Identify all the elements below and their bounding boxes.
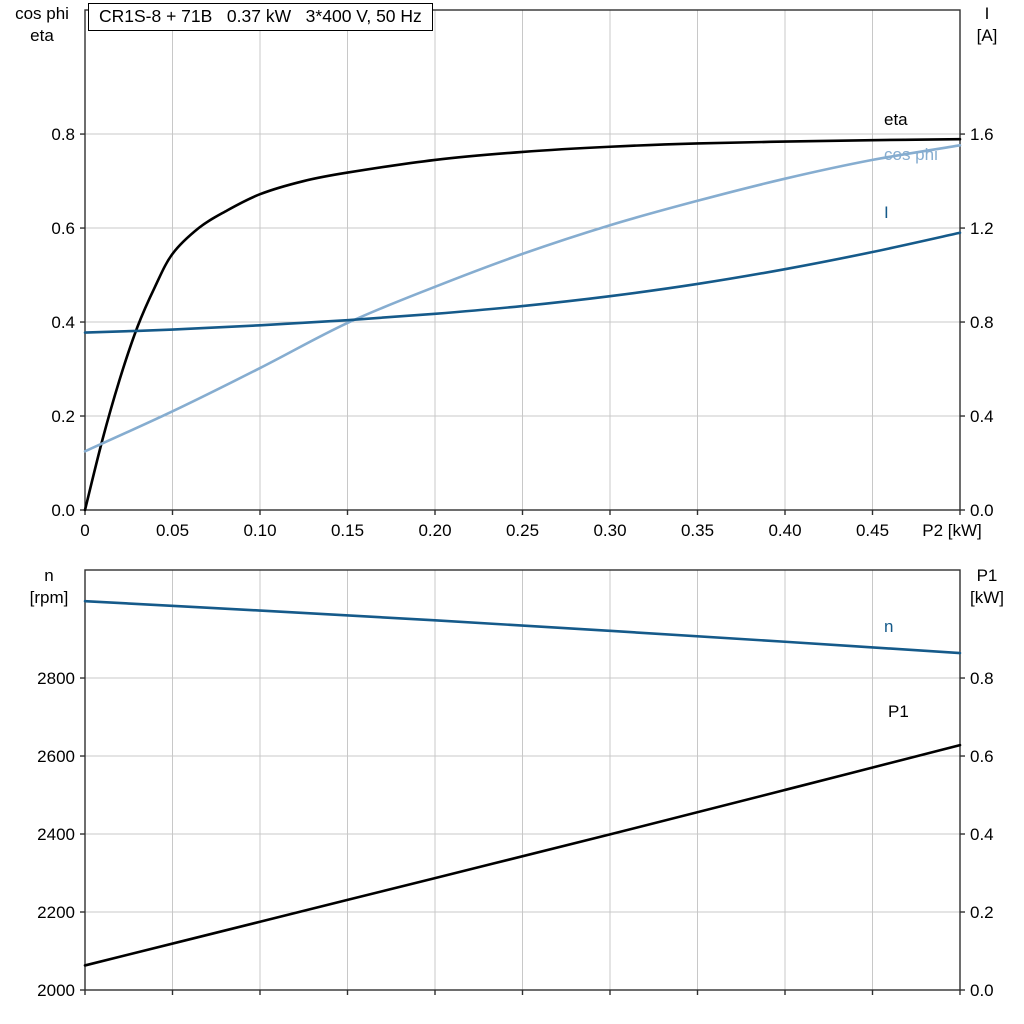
svg-text:0.35: 0.35 — [681, 521, 714, 540]
svg-text:0.0: 0.0 — [51, 501, 75, 520]
chart-title-box: CR1S-8 + 71B 0.37 kW 3*400 V, 50 Hz — [88, 3, 433, 31]
axis-title-speed-unit: [rpm] — [29, 588, 69, 607]
svg-text:0.20: 0.20 — [418, 521, 451, 540]
svg-text:2000: 2000 — [37, 981, 75, 1000]
svg-text:2800: 2800 — [37, 669, 75, 688]
svg-text:0.4: 0.4 — [51, 313, 75, 332]
svg-text:0.8: 0.8 — [51, 125, 75, 144]
top-right-axis-title: I [A] — [956, 3, 1018, 47]
axis-title-p1-unit: [kW] — [970, 588, 1004, 607]
svg-text:0.40: 0.40 — [768, 521, 801, 540]
svg-text:P2 [kW]: P2 [kW] — [922, 521, 982, 540]
axis-title-current-unit: [A] — [976, 26, 998, 45]
top-left-axis-title: cos phi eta — [2, 3, 82, 47]
bottom-right-axis-title: P1 [kW] — [954, 565, 1020, 609]
svg-text:0.30: 0.30 — [593, 521, 626, 540]
svg-text:0.8: 0.8 — [970, 313, 994, 332]
svg-text:2600: 2600 — [37, 747, 75, 766]
axis-title-cos-phi: cos phi — [15, 4, 69, 23]
curve-label-p1: P1 — [888, 702, 909, 721]
svg-text:0.4: 0.4 — [970, 407, 994, 426]
svg-text:0.45: 0.45 — [856, 521, 889, 540]
svg-text:0.0: 0.0 — [970, 981, 994, 1000]
svg-text:0.2: 0.2 — [51, 407, 75, 426]
curve-label-current: I — [884, 203, 889, 222]
svg-text:0.10: 0.10 — [243, 521, 276, 540]
axis-title-p1: P1 — [976, 566, 998, 585]
svg-text:0.4: 0.4 — [970, 825, 994, 844]
top-chart-plot: 0.0 0.2 0.4 0.6 0.8 0.0 0.4 0.8 1.2 1.6 0 0.05 0.10 0… — [51, 9, 994, 540]
svg-text:1.6: 1.6 — [970, 125, 994, 144]
svg-text:1.2: 1.2 — [970, 219, 994, 238]
curve-label-speed: n — [884, 617, 894, 636]
svg-text:0.6: 0.6 — [970, 747, 994, 766]
svg-text:0.25: 0.25 — [506, 521, 539, 540]
svg-text:0.2: 0.2 — [970, 903, 994, 922]
svg-text:0.6: 0.6 — [51, 219, 75, 238]
svg-text:0.0: 0.0 — [970, 501, 994, 520]
bottom-chart-plot: 2000 2200 2400 2600 2800 0.0 0.2 0.4 0.6 0.8 — [37, 569, 994, 1000]
bottom-left-axis-title: n [rpm] — [16, 565, 82, 609]
curve-label-cos-phi: cos phi — [884, 145, 938, 164]
svg-text:0.15: 0.15 — [331, 521, 364, 540]
axis-title-speed: n — [44, 566, 54, 585]
svg-text:0: 0 — [80, 521, 89, 540]
svg-text:2400: 2400 — [37, 825, 75, 844]
axis-title-eta: eta — [30, 26, 54, 45]
svg-text:0.8: 0.8 — [970, 669, 994, 688]
svg-text:2200: 2200 — [37, 903, 75, 922]
curve-label-eta: eta — [884, 110, 908, 129]
axis-title-current: I — [984, 4, 990, 23]
svg-text:0.05: 0.05 — [156, 521, 189, 540]
